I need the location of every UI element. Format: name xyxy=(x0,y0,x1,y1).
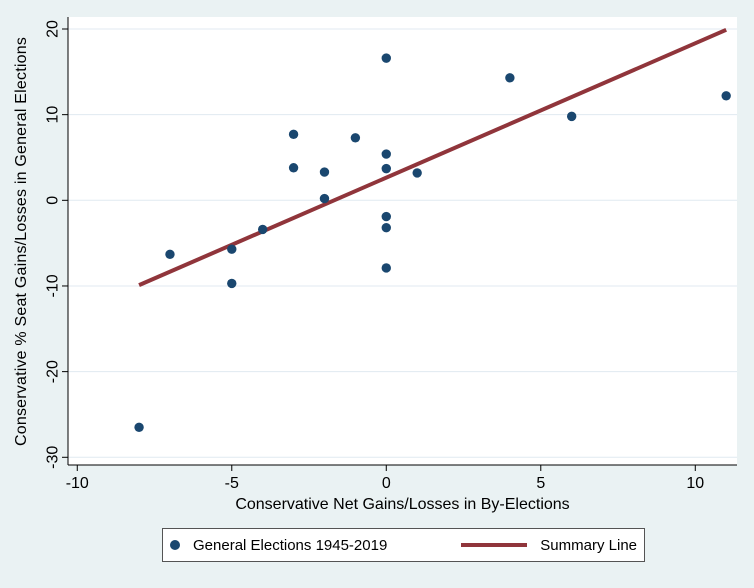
x-tick-label: 0 xyxy=(382,475,391,492)
data-point xyxy=(381,211,391,222)
x-tick-label: -10 xyxy=(66,475,89,492)
x-tick-label: 10 xyxy=(686,475,704,492)
legend-label-general-elections: General Elections 1945-2019 xyxy=(193,536,388,554)
data-point xyxy=(381,149,391,159)
legend: General Elections 1945-2019 Summary Line xyxy=(162,528,645,562)
x-tick-label: 5 xyxy=(536,475,545,492)
data-point xyxy=(381,163,391,174)
data-point xyxy=(227,244,237,254)
y-axis-title: Conservative % Seat Gains/Losses in Gene… xyxy=(13,36,30,446)
scatter-marker-icon xyxy=(170,540,180,550)
y-tick-label: 0 xyxy=(45,196,62,205)
data-point xyxy=(288,129,299,140)
legend-label-summary-line: Summary Line xyxy=(540,536,637,554)
y-tick-label: 10 xyxy=(45,106,62,124)
data-point xyxy=(381,53,391,63)
y-tick-label: -20 xyxy=(45,360,62,383)
data-point xyxy=(381,223,391,233)
data-point xyxy=(721,91,731,101)
data-point xyxy=(319,193,330,204)
y-tick-label: 20 xyxy=(45,20,62,38)
x-tick-label: -5 xyxy=(225,475,239,492)
data-point xyxy=(566,111,577,122)
data-point xyxy=(505,73,515,83)
data-point xyxy=(381,263,391,273)
summary-line xyxy=(138,28,727,287)
data-point xyxy=(350,133,361,143)
line-marker-icon xyxy=(461,543,528,547)
legend-item-general-elections: General Elections 1945-2019 xyxy=(170,537,387,554)
y-tick-label: -10 xyxy=(45,274,62,297)
data-point xyxy=(319,167,330,177)
data-point xyxy=(165,249,175,259)
legend-item-summary-line: Summary Line xyxy=(461,537,637,554)
data-point xyxy=(412,168,422,178)
x-axis-title: Conservative Net Gains/Losses in By-Elec… xyxy=(235,496,570,513)
data-point xyxy=(134,422,144,433)
data-point xyxy=(257,224,268,235)
plot-area xyxy=(68,17,737,465)
data-point xyxy=(288,163,299,173)
data-point xyxy=(227,278,237,289)
y-tick-label: -30 xyxy=(45,446,62,469)
